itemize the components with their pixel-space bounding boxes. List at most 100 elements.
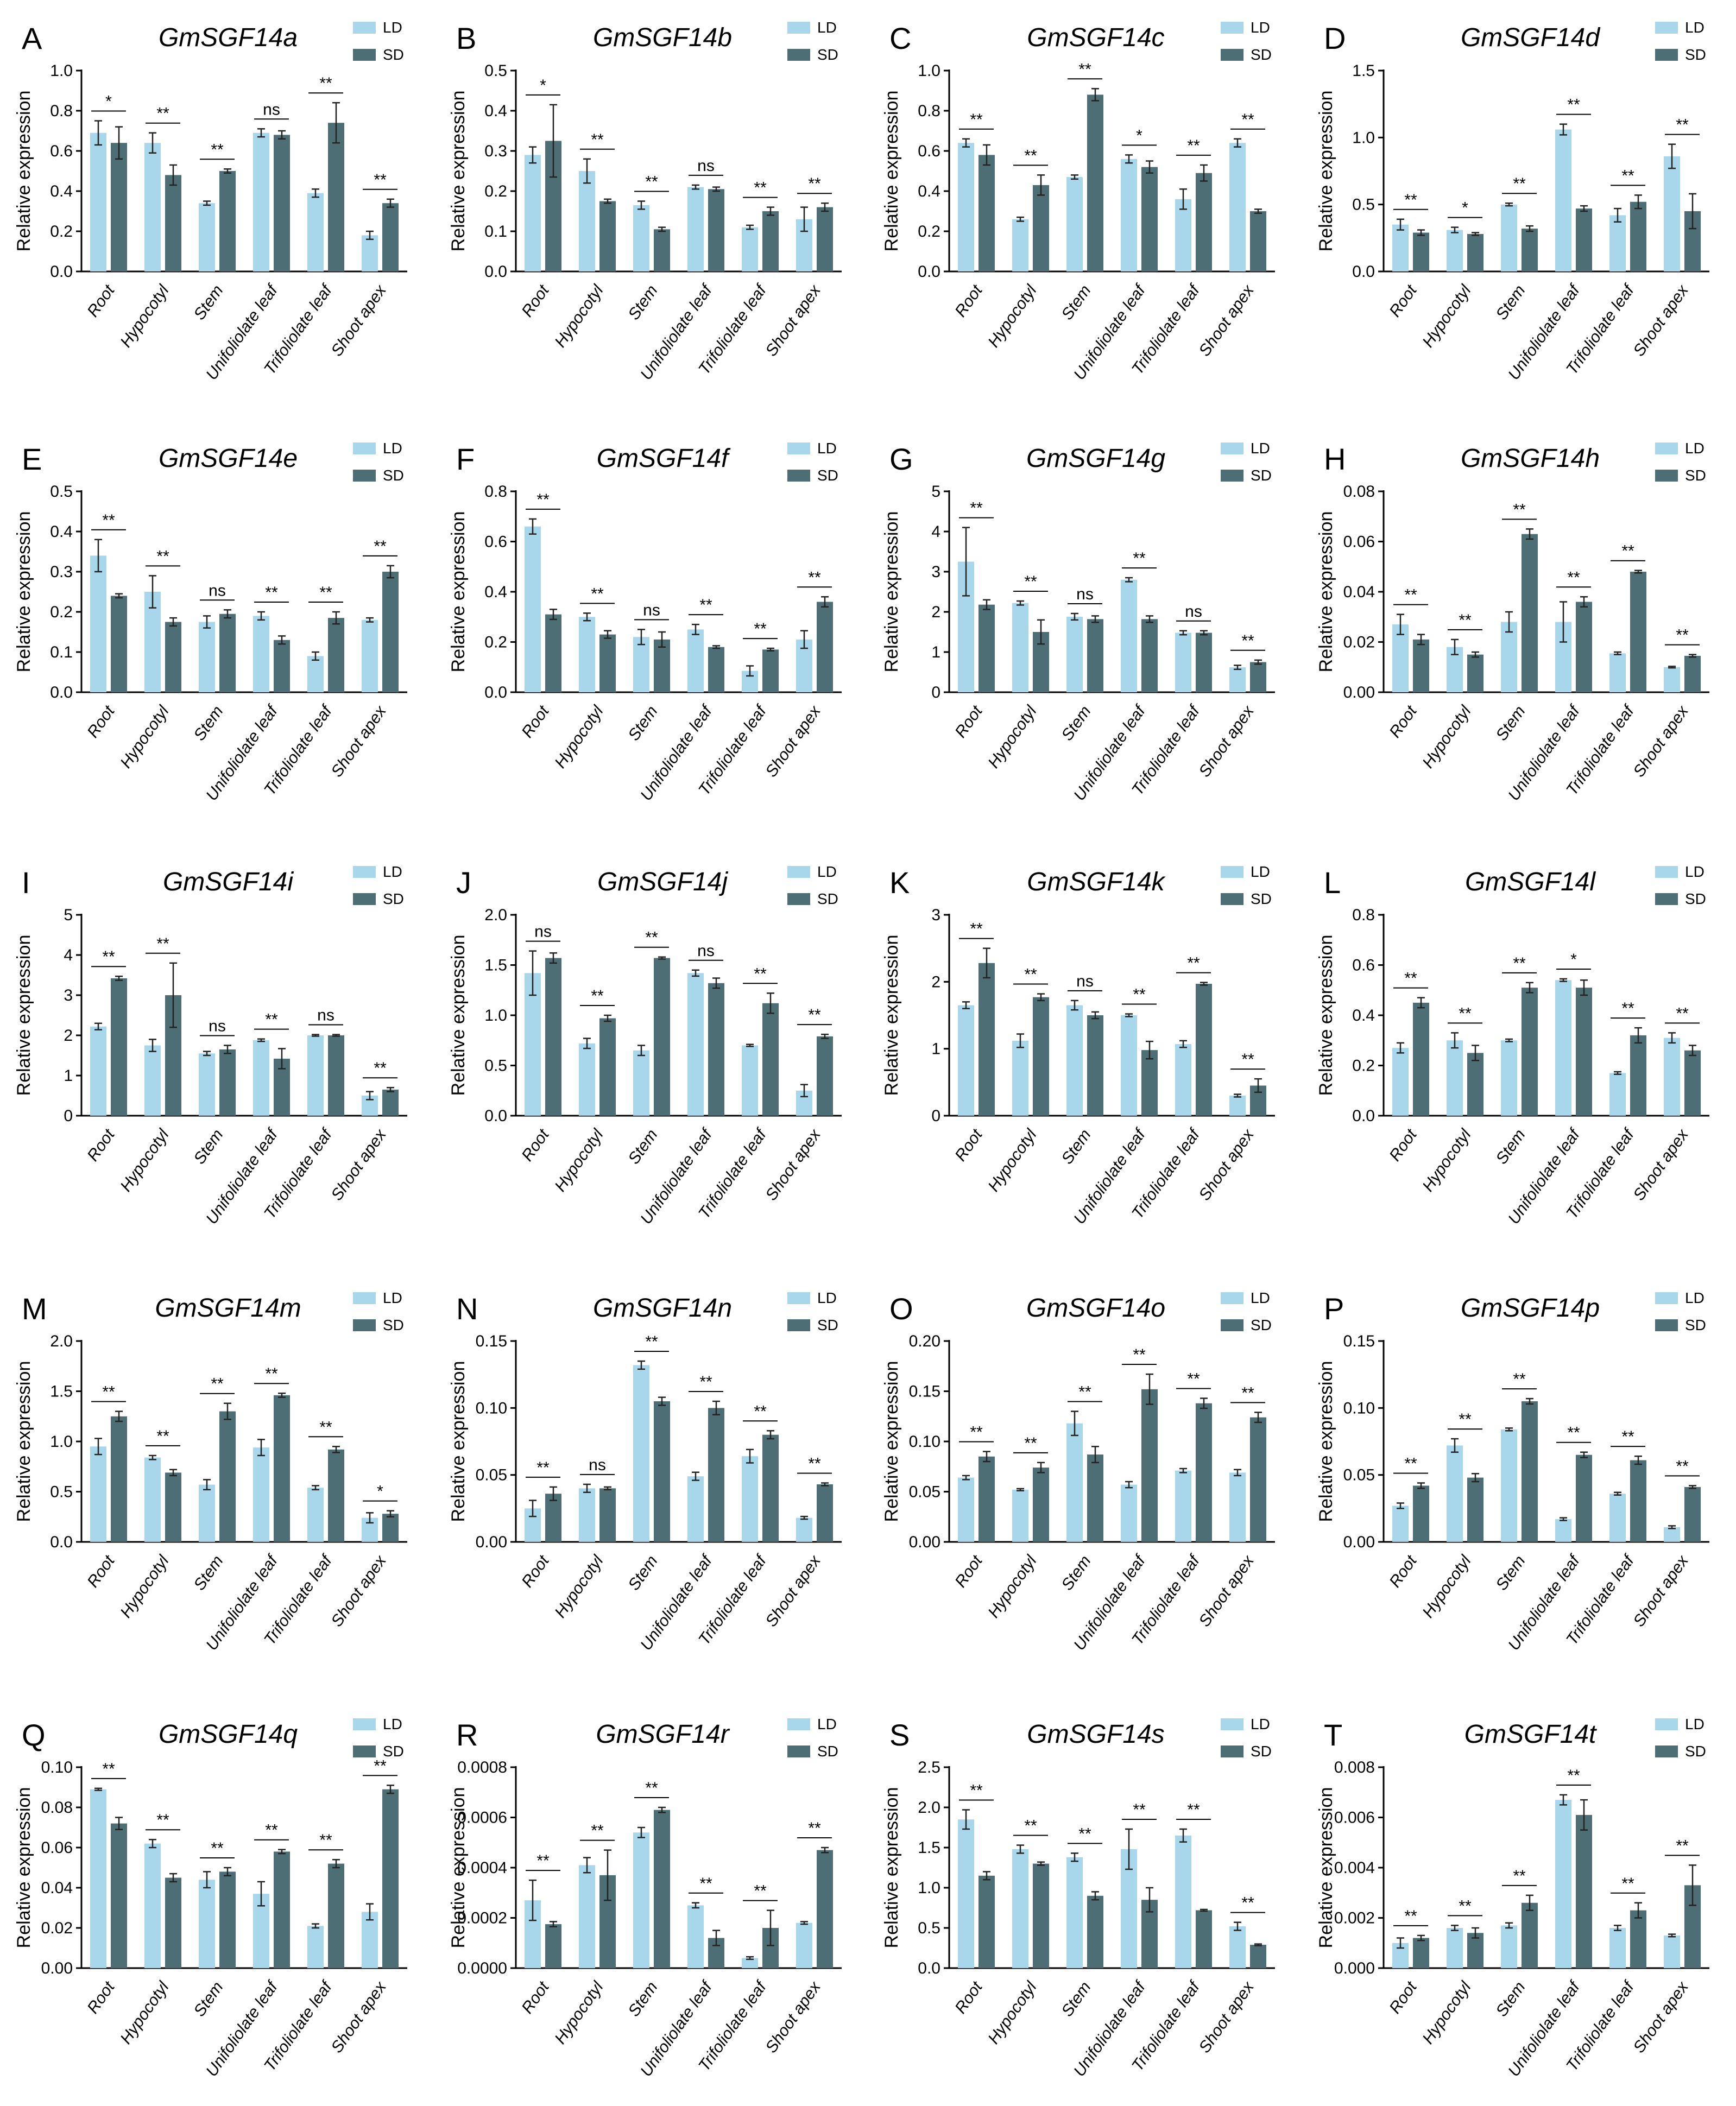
legend: LD SD	[353, 19, 404, 63]
significance-label: **	[754, 965, 767, 983]
category-label: Stem	[191, 703, 227, 744]
y-tick-label: 2.0	[484, 906, 507, 924]
y-tick-label: 0.2	[50, 223, 73, 241]
y-axis-label: Relative expression	[1316, 91, 1336, 252]
bar-ld	[1121, 1015, 1137, 1116]
bar-sd	[817, 602, 833, 692]
panel-letter: K	[889, 865, 910, 900]
y-tick-label: 0.1	[484, 223, 507, 241]
legend-swatch-ld	[1655, 1292, 1678, 1304]
y-axis-label: Relative expression	[448, 91, 469, 252]
panel-letter: I	[22, 865, 30, 900]
chart-panel-l: L GmSGF14l LD SD Relative expression 0.0 0.2 0.…	[1316, 863, 1709, 1228]
significance-label: **	[265, 1365, 278, 1383]
bar-sd	[382, 203, 399, 271]
bar-sd	[111, 1416, 127, 1542]
bar-sd	[111, 143, 127, 271]
bar-ld	[144, 143, 161, 271]
bar-sd	[545, 958, 561, 1116]
panel-letter: G	[889, 442, 913, 476]
significance-label: **	[319, 1831, 332, 1849]
significance-label: ns	[1076, 972, 1094, 990]
panel-letter: F	[456, 442, 475, 476]
bar-sd	[1033, 997, 1049, 1116]
chart-title: GmSGF14k	[1027, 868, 1166, 896]
significance-label: ns	[589, 1456, 606, 1474]
significance-label: **	[808, 568, 821, 586]
category-label: Stem	[1058, 282, 1095, 323]
bar-ld	[1609, 653, 1626, 692]
legend-label-ld: LD	[817, 863, 837, 880]
bar-ld	[362, 1912, 378, 1968]
chart-panel-t: T GmSGF14t LD SD Relative expression 0.000 0.0…	[1316, 1716, 1709, 2080]
bar-ld	[1012, 603, 1028, 692]
significance-label: *	[540, 77, 546, 94]
legend-label-sd: SD	[383, 46, 404, 63]
category-label: Hypocotyl	[984, 1978, 1040, 2047]
chart-panel-a: A GmSGF14a LD SD Relative expression 0.0 0.2 0.…	[14, 19, 407, 383]
panel-letter: H	[1324, 442, 1346, 476]
y-tick-label: 0.2	[918, 223, 940, 241]
legend-swatch-sd	[1221, 1319, 1243, 1331]
category-label: Stem	[1058, 1126, 1095, 1167]
category-label: Hypocotyl	[1419, 702, 1475, 771]
significance-label: **	[808, 1006, 821, 1024]
y-tick-label: 1.5	[484, 957, 507, 975]
significance-label: **	[1241, 632, 1254, 650]
y-tick-label: 1.0	[918, 62, 940, 80]
y-tick-label: 2.0	[918, 1799, 940, 1817]
y-tick-label: 0.008	[1334, 1759, 1375, 1776]
significance-label: **	[265, 1011, 278, 1029]
chart-title: GmSGF14e	[159, 444, 298, 473]
legend-swatch-ld	[787, 1292, 810, 1304]
legend-label-ld: LD	[817, 1289, 837, 1306]
legend-swatch-sd	[353, 1319, 376, 1331]
significance-label: **	[1404, 1454, 1417, 1472]
significance-label: **	[808, 1454, 821, 1472]
chart-panel-h: H GmSGF14h LD SD Relative expression 0.00 0.02…	[1316, 440, 1709, 804]
bar-ld	[90, 1026, 106, 1116]
significance-label: ns	[263, 100, 280, 118]
bar-sd	[979, 604, 995, 692]
y-tick-label: 0.4	[484, 583, 507, 601]
significance-label: **	[1459, 1004, 1472, 1022]
bar-sd	[599, 1018, 616, 1116]
significance-label: **	[1404, 191, 1417, 209]
category-label: Shoot apex	[1196, 1552, 1258, 1630]
legend-swatch-ld	[1221, 22, 1243, 34]
category-label: Root	[951, 281, 986, 320]
bar-ld	[144, 1843, 161, 1968]
significance-label: **	[591, 131, 604, 149]
category-label: Hypocotyl	[117, 1978, 173, 2047]
bar-sd	[165, 175, 181, 271]
y-tick-label: 2.0	[50, 1332, 73, 1350]
legend-swatch-sd	[1221, 49, 1243, 61]
category-label: Root	[518, 1552, 553, 1591]
bar-ld	[579, 1043, 595, 1116]
bar-ld	[687, 973, 704, 1116]
bar-ld	[199, 1053, 215, 1116]
category-label: Root	[951, 1125, 986, 1165]
significance-label: **	[1187, 137, 1200, 155]
bar-ld	[144, 1045, 161, 1116]
y-tick-label: 0.4	[918, 182, 940, 200]
significance-label: **	[536, 1459, 550, 1477]
category-label: Shoot apex	[762, 1125, 825, 1204]
y-tick-label: 1.0	[918, 1879, 940, 1897]
bar-sd	[979, 1456, 995, 1542]
panel-letter: L	[1324, 865, 1341, 900]
significance-label: **	[1133, 986, 1146, 1004]
legend-swatch-ld	[787, 442, 810, 454]
category-label: Hypocotyl	[551, 281, 607, 351]
legend-label-sd: SD	[383, 467, 404, 484]
significance-label: **	[374, 537, 387, 555]
y-tick-label: 0.5	[918, 1919, 940, 1937]
bar-sd	[654, 1401, 670, 1542]
bar-sd	[1250, 1945, 1266, 1968]
y-tick-label: 0.02	[1343, 634, 1375, 652]
y-tick-label: 0	[64, 1107, 73, 1125]
legend-swatch-sd	[353, 49, 376, 61]
chart-title: GmSGF14l	[1465, 868, 1596, 896]
y-axis-label: Relative expression	[1316, 1787, 1336, 1949]
y-tick-label: 0.6	[484, 533, 507, 551]
